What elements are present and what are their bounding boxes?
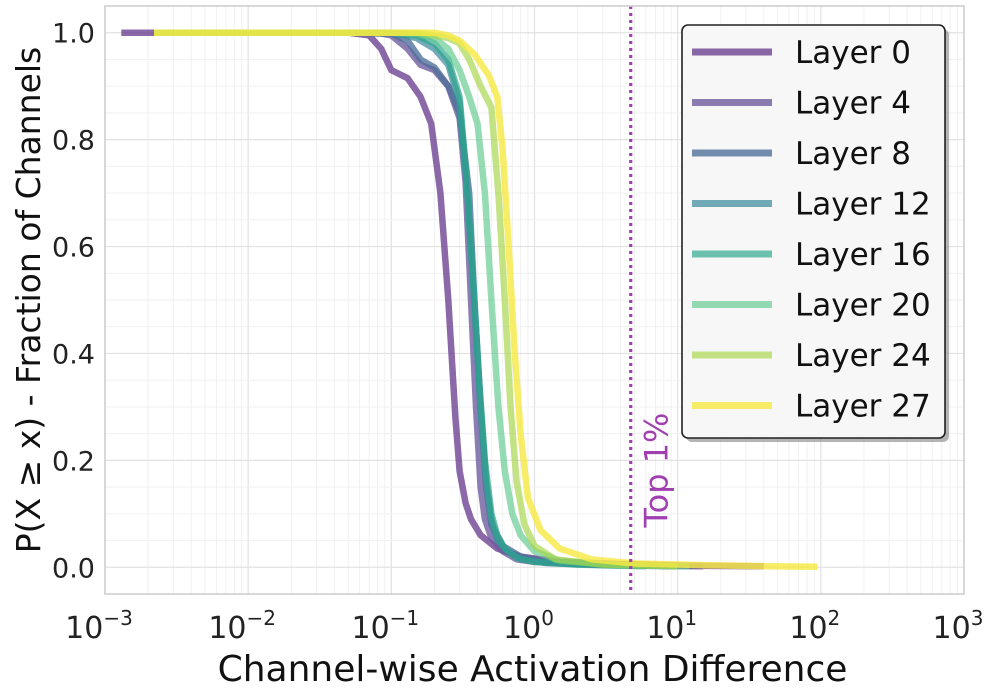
y-axis-title: P(X ≥ x) - Fraction of Channels [9, 47, 48, 554]
x-tick-base: 10 [789, 611, 827, 646]
x-axis-ticks: 10−3 10−2 10−1 100 101 102 103 [65, 606, 983, 646]
x-tick-exponent: 3 [971, 606, 984, 630]
x-tick-label: 100 [503, 606, 554, 646]
x-tick-exponent: −2 [247, 606, 276, 630]
legend-label: Layer 12 [795, 187, 931, 223]
legend-label: Layer 4 [795, 86, 911, 122]
legend-label: Layer 24 [795, 338, 931, 374]
annotation-layer: Top 1% [629, 6, 676, 594]
x-tick-exponent: 1 [684, 606, 697, 630]
y-tick-label: 0.0 [52, 553, 95, 584]
x-tick-label: 101 [646, 606, 697, 646]
x-axis-title: Channel-wise Activation Difference [218, 649, 848, 690]
x-tick-exponent: 0 [541, 606, 554, 630]
legend-label: Layer 16 [795, 237, 931, 273]
y-tick-label: 0.8 [52, 126, 95, 157]
x-tick-label: 103 [933, 606, 984, 646]
x-tick-base: 10 [351, 611, 389, 646]
x-tick-base: 10 [646, 611, 684, 646]
x-tick-label: 102 [789, 606, 840, 646]
legend: Layer 0 Layer 4 Layer 8 Layer 12 Layer 16 Lay… [681, 24, 949, 442]
x-tick-base: 10 [933, 611, 971, 646]
legend-items: Layer 0 Layer 4 Layer 8 Layer 12 Layer 16 Lay… [692, 35, 931, 425]
legend-label: Layer 0 [795, 35, 911, 71]
x-tick-base: 10 [208, 611, 246, 646]
x-tick-exponent: −3 [103, 606, 132, 630]
y-axis-ticks: 0.0 0.2 0.4 0.6 0.8 1.0 [52, 19, 95, 585]
x-tick-label: 10−1 [351, 606, 419, 646]
x-tick-exponent: 2 [828, 606, 841, 630]
series-line-layer-27 [154, 29, 818, 570]
legend-label: Layer 8 [795, 136, 911, 172]
y-tick-label: 0.6 [52, 233, 95, 264]
y-tick-label: 0.2 [52, 446, 95, 477]
legend-box [681, 24, 946, 439]
plot-frame [104, 5, 965, 595]
legend-label: Layer 27 [795, 389, 931, 425]
legend-label: Layer 20 [795, 288, 931, 324]
x-tick-base: 10 [503, 611, 541, 646]
top-1-percent-label: Top 1% [638, 413, 676, 529]
series-layer [121, 29, 818, 570]
x-tick-base: 10 [65, 611, 103, 646]
y-tick-label: 1.0 [52, 19, 95, 50]
x-tick-label: 10−2 [208, 606, 276, 646]
x-tick-label: 10−3 [65, 606, 133, 646]
x-tick-exponent: −1 [390, 606, 419, 630]
y-tick-label: 0.4 [52, 339, 95, 370]
